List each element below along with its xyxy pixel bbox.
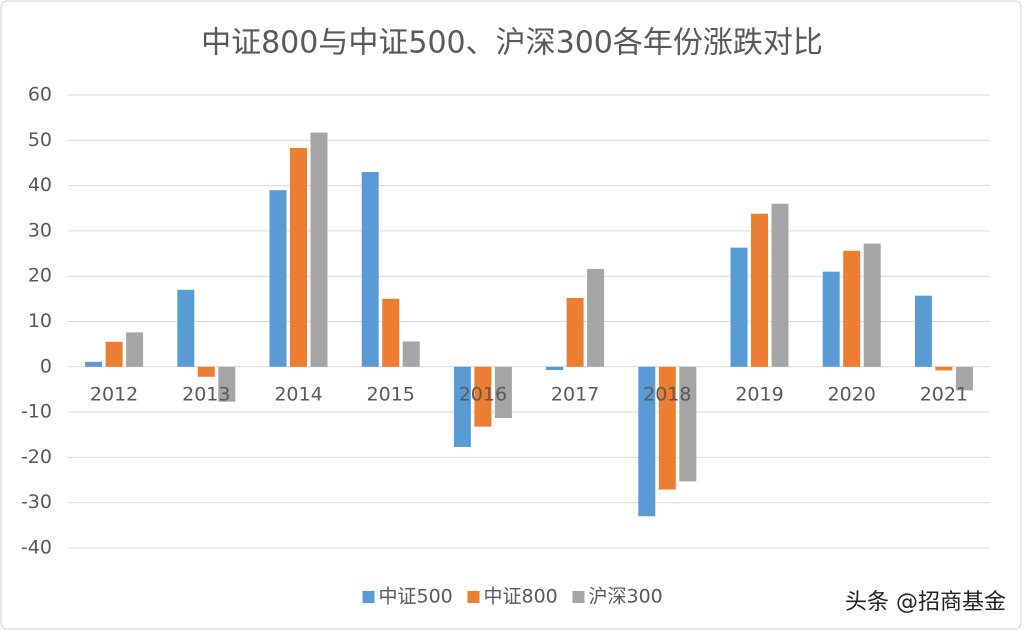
x-tick-label: 2021 (920, 383, 968, 405)
y-tick-label: 10 (28, 310, 52, 332)
bar (843, 250, 861, 367)
bar (453, 366, 471, 447)
x-tick-label: 2020 (828, 383, 876, 405)
bar (269, 190, 287, 367)
bar (771, 203, 789, 367)
legend-swatch (362, 591, 375, 603)
x-tick-label: 2013 (182, 383, 230, 405)
bar (85, 361, 103, 367)
legend-label: 沪深300 (589, 586, 663, 608)
bar (935, 366, 953, 371)
x-tick-label: 2017 (551, 383, 599, 405)
bar (197, 366, 215, 377)
x-tick-label: 2012 (90, 383, 138, 405)
x-tick-label: 2015 (367, 383, 415, 405)
bar (566, 297, 584, 367)
bar (474, 366, 492, 427)
bar (955, 366, 973, 391)
bar (126, 332, 144, 367)
bar (546, 366, 564, 370)
bar (658, 366, 676, 490)
y-tick-label: -30 (21, 491, 52, 513)
bar (914, 295, 932, 367)
y-tick-label: 40 (28, 174, 52, 196)
bar (730, 247, 748, 367)
legend-label: 中证500 (379, 586, 453, 608)
chart-title: 中证800与中证500、沪深300各年份涨跌对比 (201, 26, 823, 61)
x-tick-label: 2019 (735, 383, 783, 405)
legend-swatch (467, 591, 480, 603)
bar (402, 341, 420, 367)
bar (638, 366, 656, 517)
y-tick-label: -40 (21, 537, 52, 559)
y-tick-label: 30 (28, 219, 52, 241)
bar (310, 132, 328, 367)
bar (863, 243, 881, 367)
bar (382, 298, 400, 367)
bar (751, 213, 768, 367)
bar (218, 366, 236, 402)
x-tick-label: 2014 (274, 383, 322, 405)
bar (177, 289, 195, 367)
legend-swatch (572, 591, 585, 603)
y-tick-label: -10 (21, 401, 52, 423)
y-tick-label: -20 (21, 446, 52, 468)
y-tick-label: 20 (28, 265, 52, 287)
bar (679, 366, 697, 482)
bar (361, 172, 379, 367)
watermark: 头条 @招商基金 (845, 590, 1006, 615)
x-tick-label: 2016 (459, 383, 507, 405)
bar (105, 341, 123, 367)
y-tick-label: 0 (40, 355, 52, 377)
bar (822, 271, 840, 367)
y-tick-label: 60 (28, 84, 52, 106)
y-tick-label: 50 (28, 129, 52, 151)
bar (494, 366, 512, 418)
bar (587, 268, 605, 367)
bar (290, 148, 307, 367)
x-tick-label: 2018 (643, 383, 691, 405)
legend-label: 中证800 (484, 586, 558, 608)
